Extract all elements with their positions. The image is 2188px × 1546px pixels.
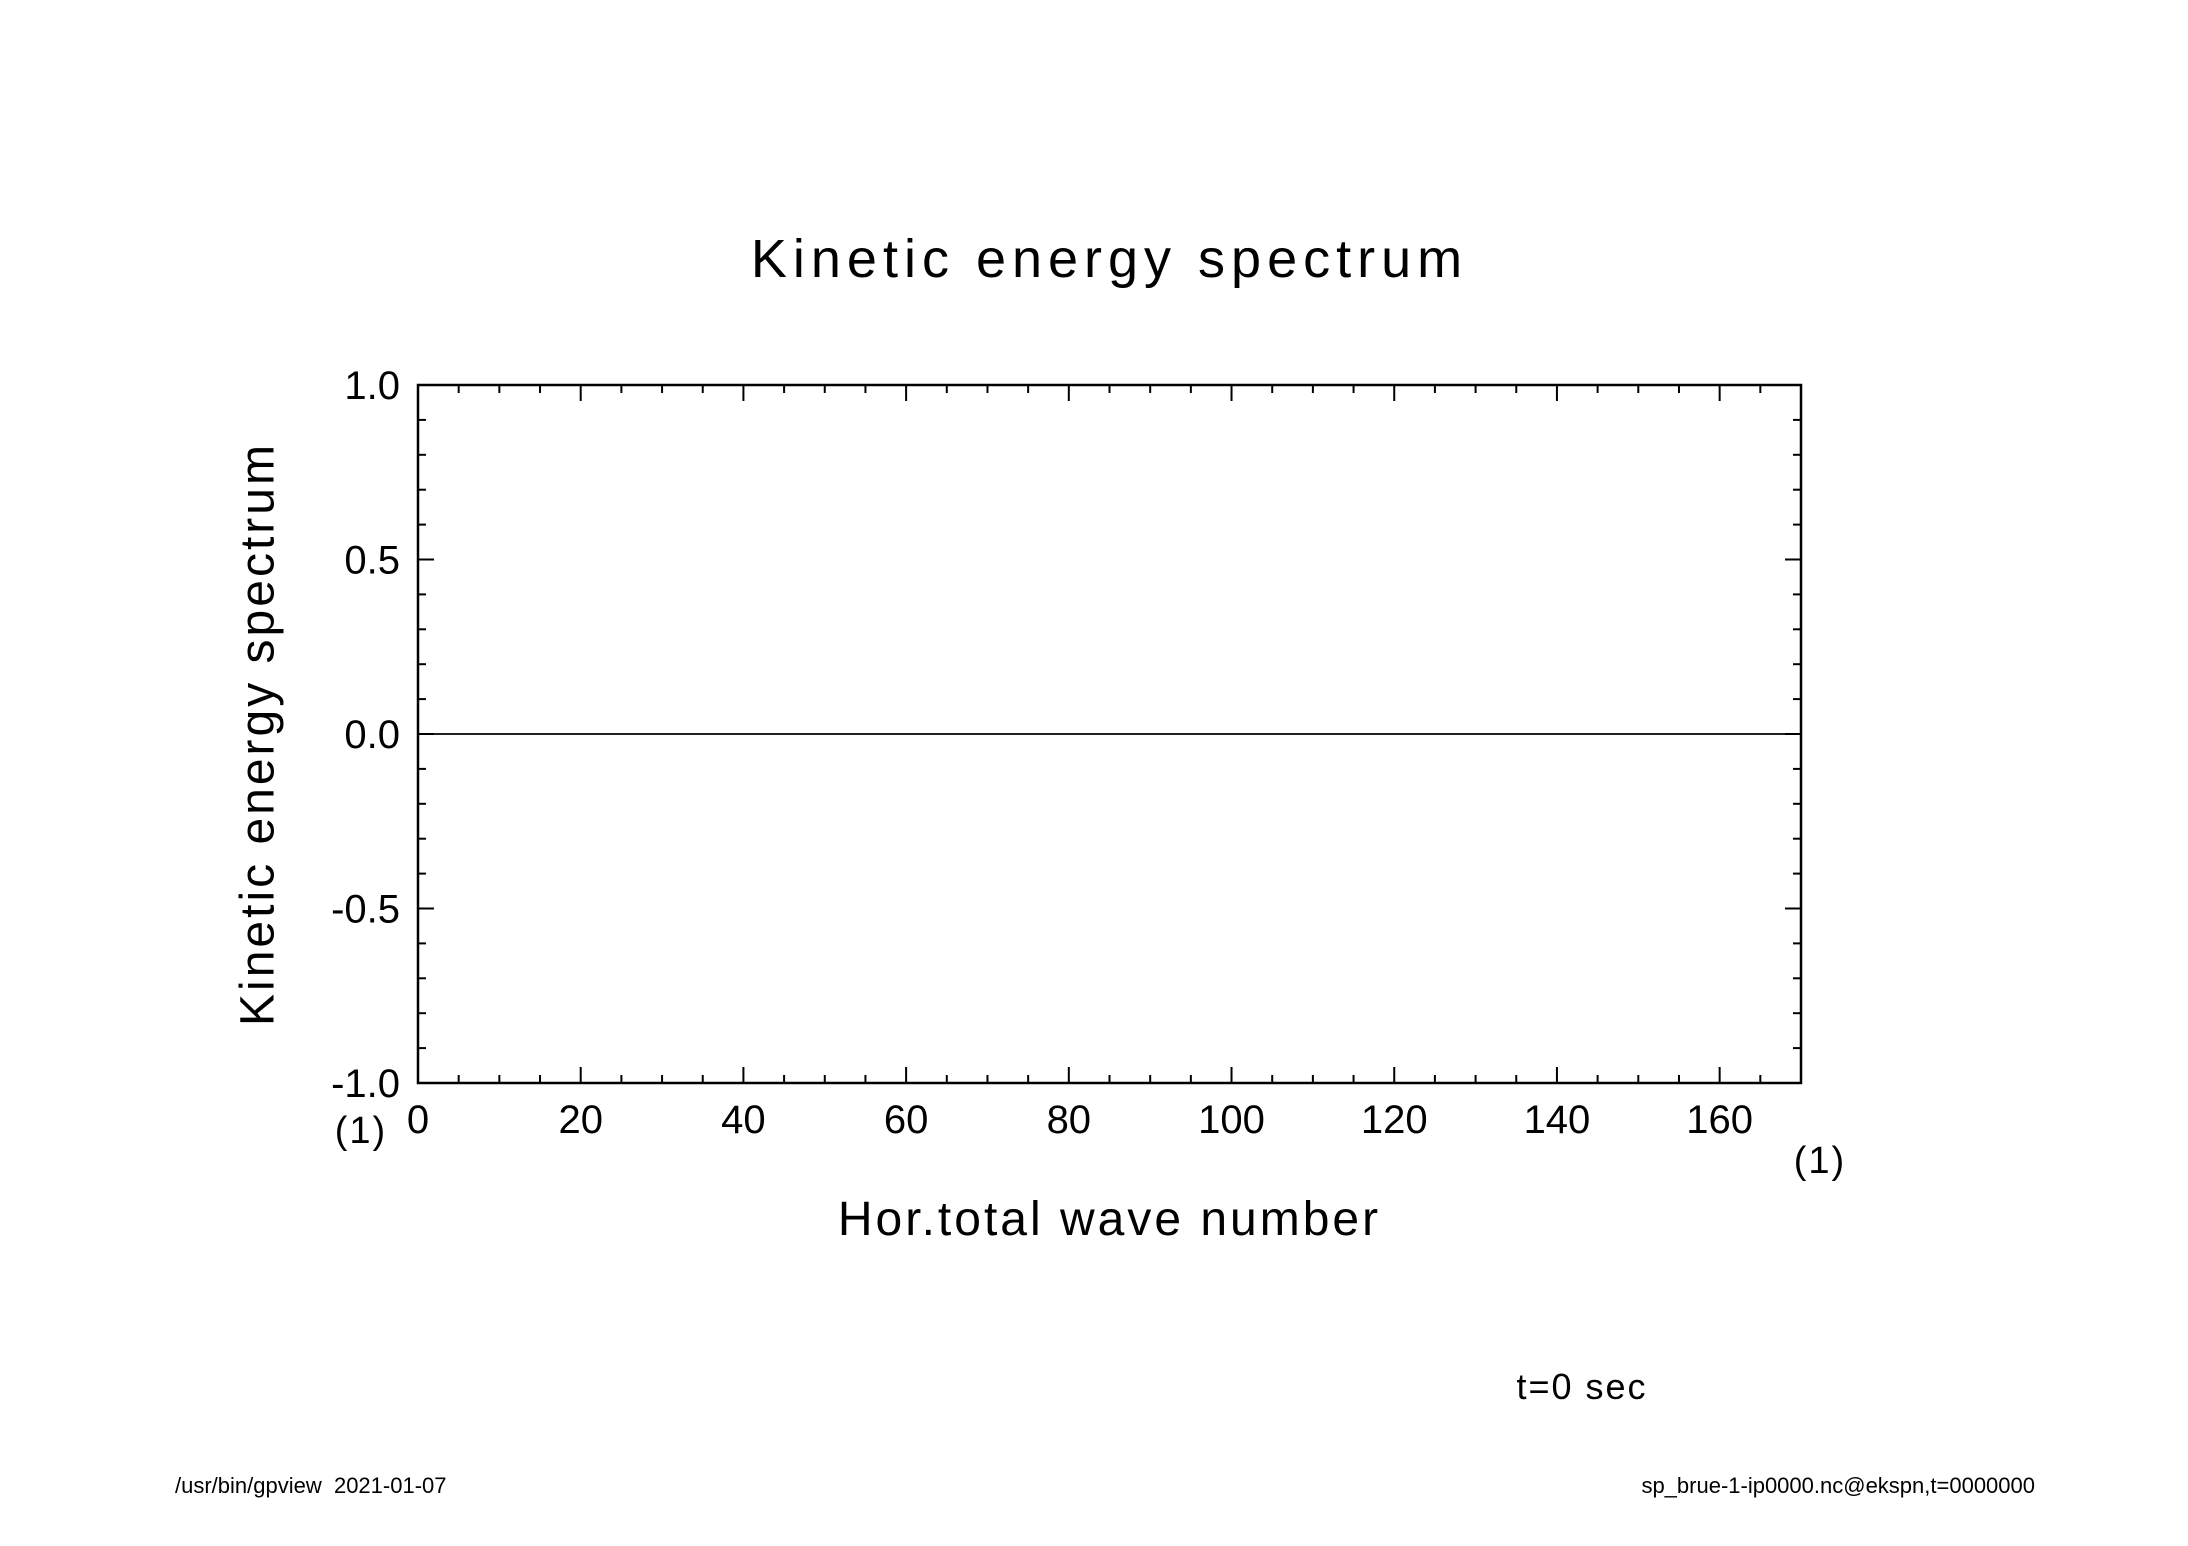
svg-text:1.0: 1.0: [344, 364, 400, 408]
svg-text:80: 80: [1047, 1098, 1092, 1142]
footer-command-date: /usr/bin/gpview 2021-01-07: [175, 1473, 447, 1498]
svg-text:20: 20: [558, 1098, 603, 1142]
y-axis-title: Kinetic energy spectrum: [231, 442, 285, 1026]
svg-text:120: 120: [1361, 1098, 1428, 1142]
svg-text:100: 100: [1198, 1098, 1265, 1142]
time-label: t=0 sec: [1516, 1366, 1648, 1407]
svg-text:-1.0: -1.0: [331, 1062, 400, 1106]
footer-file-info: sp_brue-1-ip0000.nc@ekspn,t=0000000: [1641, 1473, 2035, 1498]
x-axis-unit: (1): [1793, 1140, 1847, 1182]
y-axis-unit: (1): [334, 1110, 388, 1152]
svg-text:-0.5: -0.5: [331, 888, 400, 932]
svg-text:60: 60: [884, 1098, 929, 1142]
x-axis-title: Hor.total wave number: [837, 1193, 1382, 1246]
svg-text:0.5: 0.5: [344, 539, 400, 583]
svg-text:140: 140: [1524, 1098, 1591, 1142]
svg-text:40: 40: [721, 1098, 766, 1142]
svg-text:0: 0: [407, 1098, 429, 1142]
svg-text:0.0: 0.0: [344, 713, 400, 757]
chart-title: Kinetic energy spectrum: [750, 229, 1469, 289]
svg-text:160: 160: [1686, 1098, 1753, 1142]
